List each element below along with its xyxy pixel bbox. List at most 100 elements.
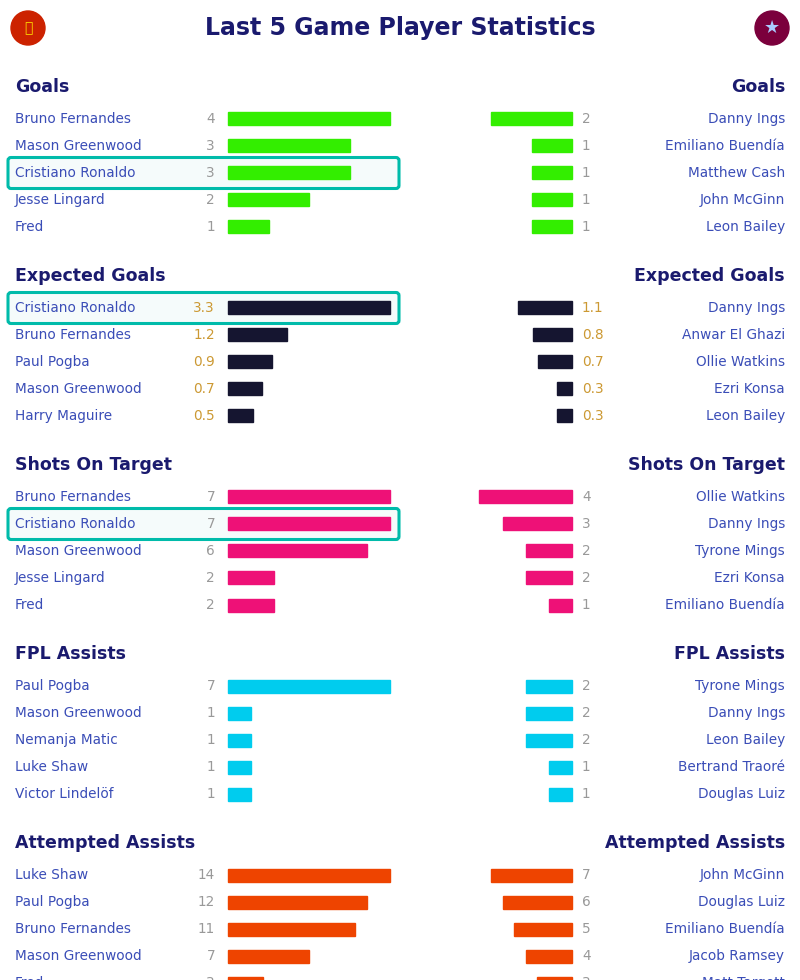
Text: 1: 1 (206, 760, 215, 774)
Text: 2: 2 (582, 544, 590, 558)
Text: 3: 3 (206, 139, 215, 153)
Bar (228, 328, 287, 341)
Text: Fred: Fred (15, 220, 44, 234)
Bar (228, 302, 390, 315)
Bar (228, 599, 274, 612)
Bar (228, 788, 251, 801)
Text: Jesse Lingard: Jesse Lingard (15, 193, 106, 207)
Text: Bruno Fernandes: Bruno Fernandes (15, 112, 131, 126)
Bar (518, 302, 572, 315)
Text: Jesse Lingard: Jesse Lingard (15, 571, 106, 585)
Text: 1.1: 1.1 (582, 301, 604, 315)
Bar (531, 167, 572, 179)
Bar (228, 382, 262, 396)
Bar (228, 113, 390, 125)
Bar (228, 950, 309, 962)
Text: Ezri Konsa: Ezri Konsa (714, 571, 785, 585)
Text: 4: 4 (582, 949, 590, 963)
Bar (549, 788, 572, 801)
Text: 7: 7 (206, 517, 215, 531)
Bar (491, 868, 572, 881)
Bar (538, 976, 572, 980)
Bar (228, 760, 251, 773)
Text: Bruno Fernandes: Bruno Fernandes (15, 922, 131, 936)
Bar (502, 896, 572, 908)
Bar (531, 139, 572, 153)
Text: Luke Shaw: Luke Shaw (15, 760, 88, 774)
Text: 1: 1 (582, 193, 590, 207)
Text: Bertrand Traoré: Bertrand Traoré (678, 760, 785, 774)
Text: Harry Maguire: Harry Maguire (15, 409, 112, 423)
Text: ★: ★ (764, 19, 780, 37)
Text: 4: 4 (206, 112, 215, 126)
Text: Cristiano Ronaldo: Cristiano Ronaldo (15, 166, 135, 180)
Text: Cristiano Ronaldo: Cristiano Ronaldo (15, 517, 135, 531)
Text: 0.7: 0.7 (194, 382, 215, 396)
Text: Matthew Cash: Matthew Cash (688, 166, 785, 180)
Text: 2: 2 (206, 571, 215, 585)
Text: 2: 2 (582, 112, 590, 126)
FancyBboxPatch shape (8, 158, 399, 188)
Bar (228, 193, 309, 207)
Text: John McGinn: John McGinn (700, 868, 785, 882)
Text: 7: 7 (582, 868, 590, 882)
Text: Anwar El Ghazi: Anwar El Ghazi (682, 328, 785, 342)
Text: 2: 2 (206, 598, 215, 612)
FancyBboxPatch shape (8, 509, 399, 540)
Bar (538, 356, 572, 368)
Text: 1: 1 (206, 220, 215, 234)
Text: Jacob Ramsey: Jacob Ramsey (689, 949, 785, 963)
Text: Shots On Target: Shots On Target (15, 456, 172, 474)
Text: 0.8: 0.8 (582, 328, 604, 342)
Text: 7: 7 (206, 490, 215, 504)
Text: Mason Greenwood: Mason Greenwood (15, 139, 142, 153)
Bar (549, 599, 572, 612)
Text: 1.2: 1.2 (194, 328, 215, 342)
Bar (228, 545, 367, 558)
Text: 3: 3 (582, 517, 590, 531)
Bar (228, 679, 390, 693)
Bar (228, 139, 350, 153)
Text: 2: 2 (206, 193, 215, 207)
Text: Attempted Assists: Attempted Assists (605, 834, 785, 852)
Text: Bruno Fernandes: Bruno Fernandes (15, 328, 131, 342)
Bar (531, 220, 572, 233)
Text: 1: 1 (582, 220, 590, 234)
Bar (526, 545, 572, 558)
Text: Paul Pogba: Paul Pogba (15, 355, 90, 369)
Bar (228, 491, 390, 504)
Text: Luke Shaw: Luke Shaw (15, 868, 88, 882)
Text: Danny Ings: Danny Ings (708, 301, 785, 315)
Bar (526, 679, 572, 693)
Text: FPL Assists: FPL Assists (674, 645, 785, 663)
Text: Emiliano Buendía: Emiliano Buendía (666, 139, 785, 153)
Text: Ezri Konsa: Ezri Konsa (714, 382, 785, 396)
Text: 1: 1 (582, 598, 590, 612)
Text: Matt Targett: Matt Targett (702, 976, 785, 980)
Bar (228, 976, 262, 980)
Text: Emiliano Buendía: Emiliano Buendía (666, 598, 785, 612)
Bar (491, 113, 572, 125)
Text: Tyrone Mings: Tyrone Mings (695, 679, 785, 693)
Text: Danny Ings: Danny Ings (708, 112, 785, 126)
Text: 6: 6 (206, 544, 215, 558)
Text: ⚽: ⚽ (24, 21, 32, 35)
Bar (228, 356, 272, 368)
Text: Fred: Fred (15, 976, 44, 980)
Text: Mason Greenwood: Mason Greenwood (15, 706, 142, 720)
Text: Douglas Luiz: Douglas Luiz (698, 895, 785, 909)
Bar (228, 410, 253, 422)
Text: Paul Pogba: Paul Pogba (15, 895, 90, 909)
Bar (526, 733, 572, 747)
Bar (228, 707, 251, 719)
Text: Cristiano Ronaldo: Cristiano Ronaldo (15, 301, 135, 315)
Bar (228, 167, 350, 179)
Text: Shots On Target: Shots On Target (628, 456, 785, 474)
Text: Goals: Goals (15, 78, 70, 96)
Bar (549, 760, 572, 773)
Text: 1: 1 (582, 139, 590, 153)
Text: 0.3: 0.3 (582, 409, 604, 423)
Text: Last 5 Game Player Statistics: Last 5 Game Player Statistics (205, 16, 595, 40)
Text: 7: 7 (206, 949, 215, 963)
Text: 3: 3 (582, 976, 590, 980)
